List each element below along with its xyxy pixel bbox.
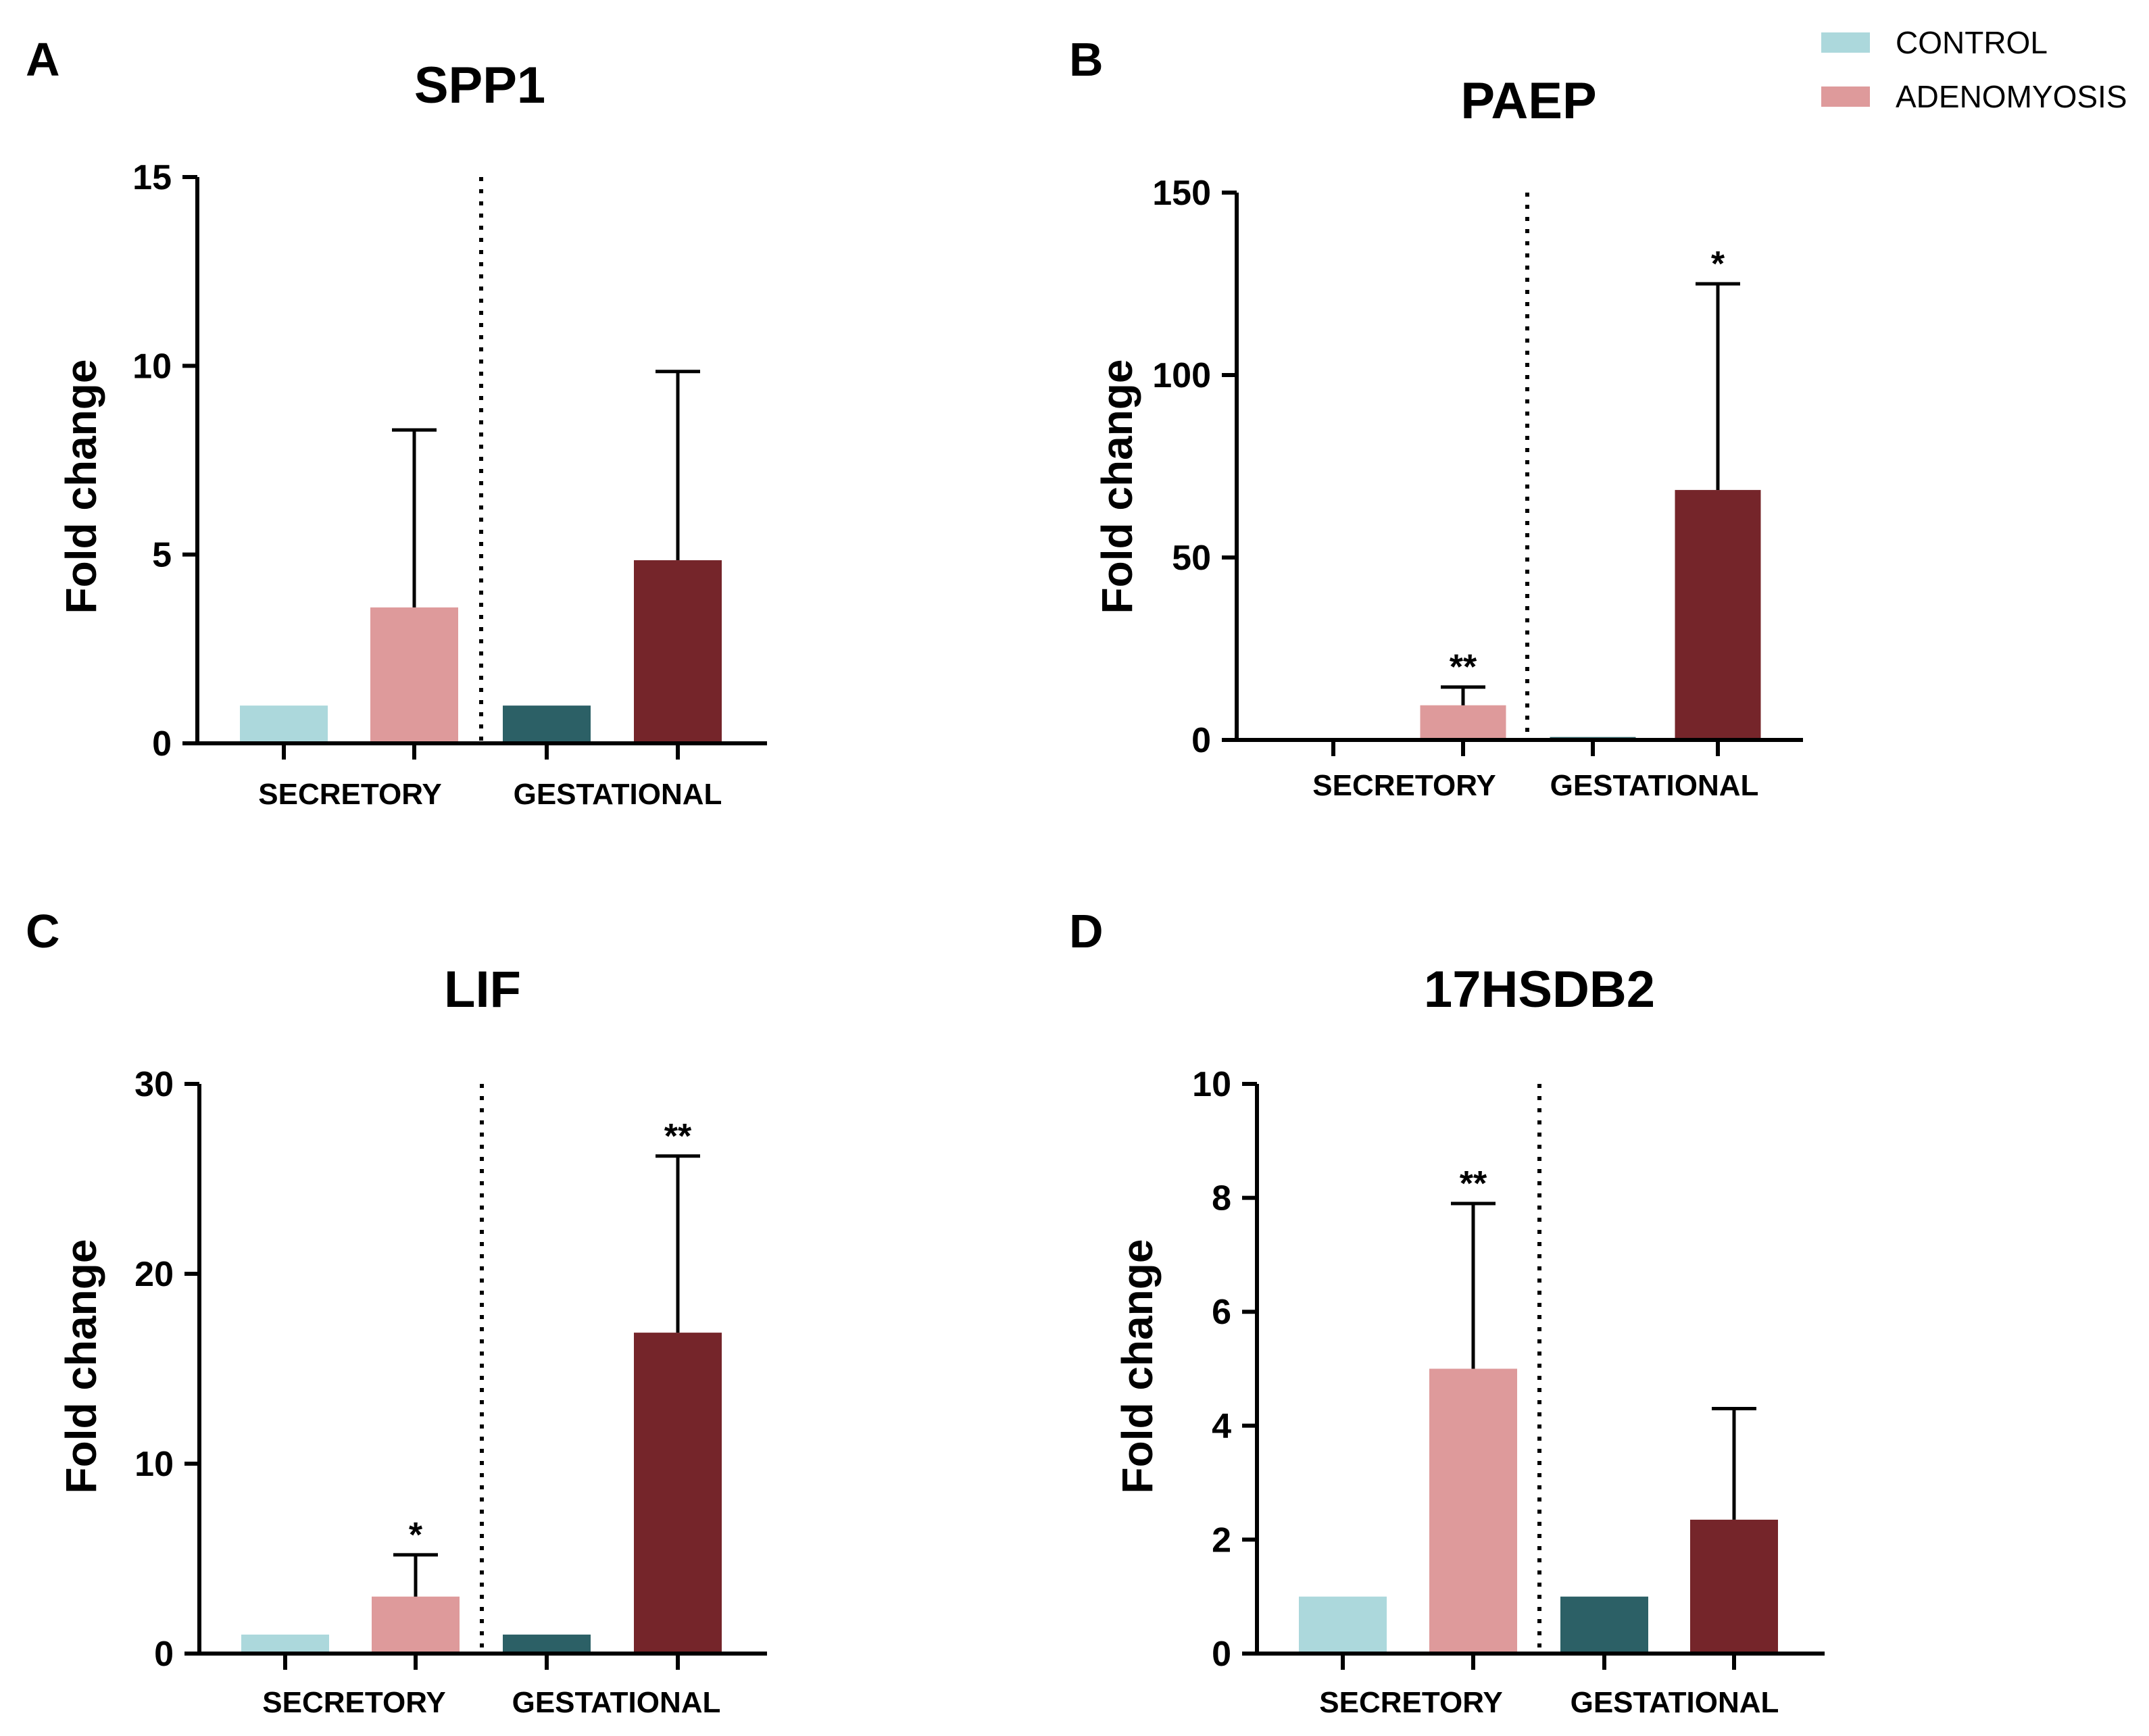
x-group-label-secretory-b: SECRETORY xyxy=(1312,769,1496,802)
y-tick-label-d-10: 10 xyxy=(1192,1065,1231,1104)
legend-swatch-adenomyosis xyxy=(1821,86,1870,107)
bar-gestational-adenomyosis-a xyxy=(634,560,722,743)
y-tick-label-b-50: 50 xyxy=(1172,539,1211,578)
y-tick-label-c-20: 20 xyxy=(134,1255,174,1294)
panels: A SPP1 Fold change 0 5 10 15 SECRETORY GESTATION… xyxy=(26,33,1825,1719)
x-group-label-secretory-c: SECRETORY xyxy=(262,1686,445,1719)
legend-label-adenomyosis: ADENOMYOSIS xyxy=(1896,79,2127,114)
y-tick-label-a-0: 0 xyxy=(152,724,172,764)
error-bar-secretory-adenomyosis-c xyxy=(393,1553,438,1597)
significance-secretory-adenomyosis-c: * xyxy=(409,1516,423,1555)
x-group-label-gestational-d: GESTATIONAL xyxy=(1571,1686,1779,1719)
y-tick-label-d-4: 4 xyxy=(1212,1407,1231,1446)
chart-panel-d: D 17HSDB2 Fold change ** 0 2 4 6 8 10 SECRETORY GES… xyxy=(1069,905,1825,1719)
significance-gestational-adenomyosis-b: * xyxy=(1711,245,1725,284)
chart-title-b: PAEP xyxy=(1460,72,1596,130)
bar-secretory-control-c xyxy=(241,1634,329,1654)
legend-label-control: CONTROL xyxy=(1896,25,2048,60)
x-group-label-gestational-c: GESTATIONAL xyxy=(512,1686,721,1719)
y-tick-label-a-5: 5 xyxy=(152,536,172,575)
bar-gestational-adenomyosis-c xyxy=(634,1333,722,1654)
y-tick-label-a-15: 15 xyxy=(132,158,172,197)
x-group-label-secretory-d: SECRETORY xyxy=(1319,1686,1502,1719)
y-tick-label-d-0: 0 xyxy=(1212,1635,1231,1674)
legend-swatch-control xyxy=(1821,32,1870,53)
x-group-label-secretory-a: SECRETORY xyxy=(258,778,441,811)
significance-secretory-adenomyosis-d: ** xyxy=(1460,1164,1487,1204)
y-tick-label-c-30: 30 xyxy=(134,1065,174,1104)
y-tick-label-a-10: 10 xyxy=(132,347,172,386)
y-tick-label-d-6: 6 xyxy=(1212,1293,1231,1332)
y-tick-label-c-10: 10 xyxy=(134,1445,174,1484)
y-tick-label-c-0: 0 xyxy=(154,1635,174,1674)
bar-secretory-adenomyosis-d xyxy=(1429,1368,1517,1654)
y-tick-label-b-100: 100 xyxy=(1152,356,1211,395)
chart-title-d: 17HSDB2 xyxy=(1424,961,1655,1018)
bar-gestational-adenomyosis-b xyxy=(1675,490,1761,740)
error-bar-gestational-adenomyosis-d xyxy=(1712,1407,1756,1520)
chart-title-c: LIF xyxy=(444,961,521,1018)
y-axis-label-a: Fold change xyxy=(57,359,105,614)
panel-letter-b: B xyxy=(1069,33,1104,86)
chart-panel-a: A SPP1 Fold change 0 5 10 15 SECRETORY GESTATION… xyxy=(26,33,767,811)
bar-secretory-adenomyosis-b xyxy=(1420,705,1506,740)
panel-letter-d: D xyxy=(1069,905,1104,958)
error-bar-secretory-adenomyosis-b xyxy=(1441,685,1485,705)
y-axis-label-d: Fold change xyxy=(1113,1239,1162,1494)
bar-secretory-adenomyosis-c xyxy=(372,1596,460,1654)
significance-gestational-adenomyosis-c: ** xyxy=(664,1117,692,1156)
y-axis-label-b: Fold change xyxy=(1093,359,1141,614)
y-tick-label-d-2: 2 xyxy=(1212,1520,1231,1560)
y-tick-label-b-150: 150 xyxy=(1152,174,1211,213)
bar-gestational-control-c xyxy=(503,1634,591,1654)
chart-title-a: SPP1 xyxy=(414,57,545,114)
panel-letter-c: C xyxy=(26,905,60,958)
error-bar-secretory-adenomyosis-a xyxy=(392,428,437,607)
bar-secretory-control-d xyxy=(1299,1596,1387,1654)
bar-gestational-adenomyosis-d xyxy=(1690,1519,1778,1654)
bar-secretory-control-a xyxy=(240,705,328,743)
error-bar-secretory-adenomyosis-d xyxy=(1451,1201,1496,1369)
bar-secretory-adenomyosis-a xyxy=(370,607,458,743)
x-group-label-gestational-b: GESTATIONAL xyxy=(1550,769,1759,802)
error-bar-gestational-adenomyosis-c xyxy=(656,1154,700,1333)
significance-secretory-adenomyosis-b: ** xyxy=(1450,648,1477,687)
x-group-label-gestational-a: GESTATIONAL xyxy=(514,778,722,811)
y-axis-label-c: Fold change xyxy=(57,1239,105,1494)
bar-gestational-control-d xyxy=(1560,1596,1648,1654)
error-bar-gestational-adenomyosis-a xyxy=(656,370,700,561)
bar-gestational-control-a xyxy=(503,705,591,743)
error-bar-gestational-adenomyosis-b xyxy=(1696,282,1740,491)
legend: CONTROL ADENOMYOSIS xyxy=(1821,25,2127,114)
y-tick-label-d-8: 8 xyxy=(1212,1179,1231,1218)
y-tick-label-b-0: 0 xyxy=(1191,721,1211,760)
panel-letter-a: A xyxy=(26,33,60,86)
